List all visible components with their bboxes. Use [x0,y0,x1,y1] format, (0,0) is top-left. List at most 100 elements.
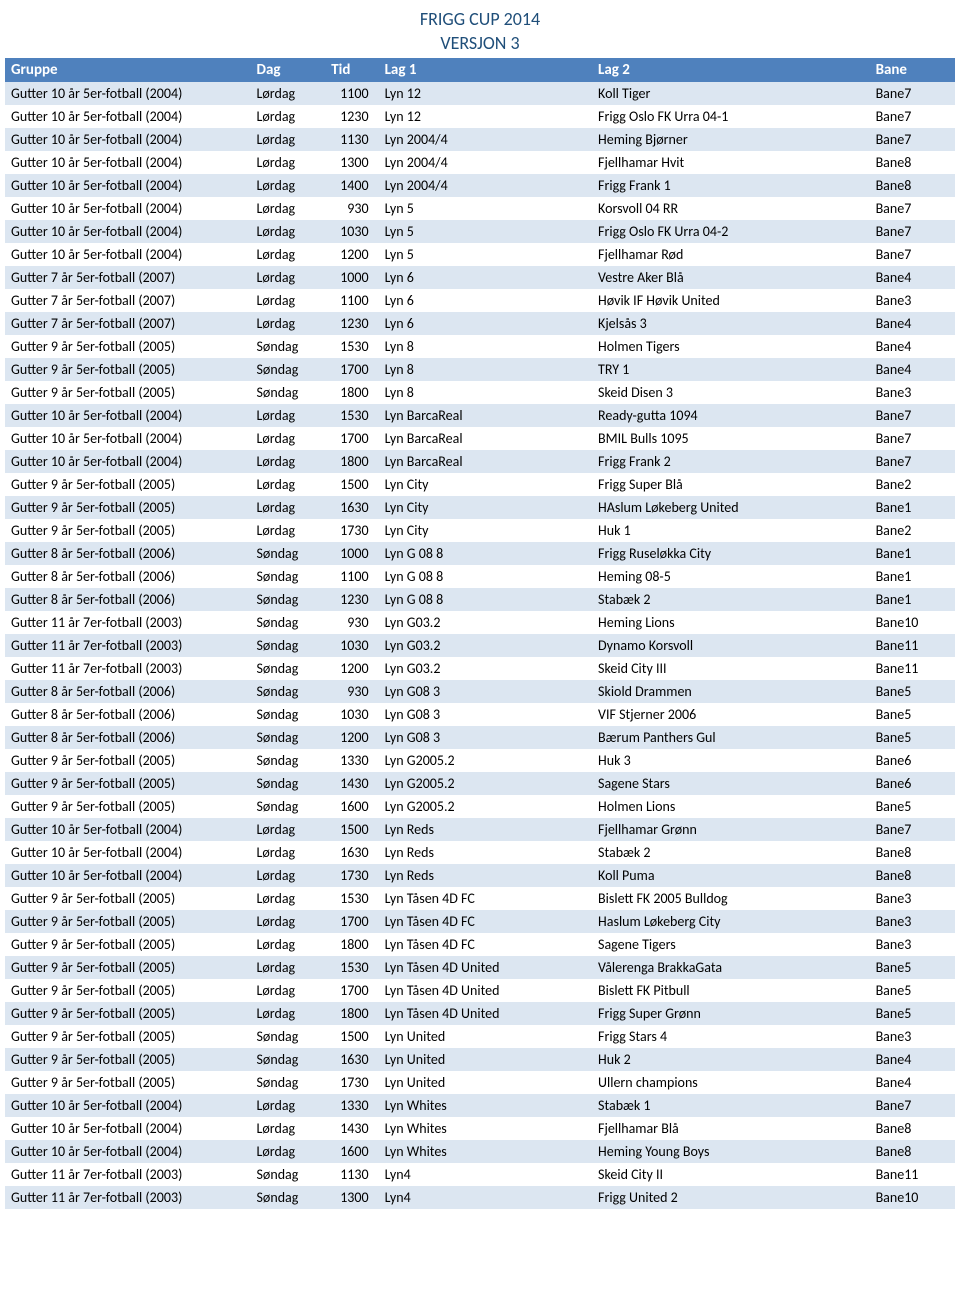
cell-bane: Bane7 [870,82,955,105]
table-row: Gutter 10 år 5er-fotball (2004)Lørdag103… [5,220,955,243]
cell-dag: Søndag [251,657,326,680]
cell-lag2: Dynamo Korsvoll [592,634,870,657]
cell-lag2: BMIL Bulls 1095 [592,427,870,450]
cell-gruppe: Gutter 9 år 5er-fotball (2005) [5,795,251,818]
cell-lag2: Fjellhamar Hvit [592,151,870,174]
table-row: Gutter 10 år 5er-fotball (2004)Lørdag123… [5,105,955,128]
table-row: Gutter 9 år 5er-fotball (2005)Søndag1530… [5,335,955,358]
cell-lag1: Lyn 6 [379,312,592,335]
table-row: Gutter 10 år 5er-fotball (2004)Lørdag130… [5,151,955,174]
cell-tid: 930 [325,611,378,634]
cell-gruppe: Gutter 10 år 5er-fotball (2004) [5,220,251,243]
cell-dag: Lørdag [251,197,326,220]
cell-gruppe: Gutter 10 år 5er-fotball (2004) [5,818,251,841]
cell-gruppe: Gutter 8 år 5er-fotball (2006) [5,565,251,588]
cell-dag: Lørdag [251,1002,326,1025]
cell-lag2: Koll Puma [592,864,870,887]
cell-gruppe: Gutter 8 år 5er-fotball (2006) [5,703,251,726]
table-row: Gutter 10 år 5er-fotball (2004)Lørdag140… [5,174,955,197]
cell-gruppe: Gutter 9 år 5er-fotball (2005) [5,519,251,542]
cell-gruppe: Gutter 10 år 5er-fotball (2004) [5,243,251,266]
cell-dag: Søndag [251,1186,326,1209]
cell-lag1: Lyn G2005.2 [379,772,592,795]
cell-lag2: Heming 08-5 [592,565,870,588]
cell-gruppe: Gutter 10 år 5er-fotball (2004) [5,450,251,473]
cell-lag1: Lyn G08 3 [379,726,592,749]
cell-gruppe: Gutter 10 år 5er-fotball (2004) [5,105,251,128]
table-row: Gutter 9 år 5er-fotball (2005)Søndag1600… [5,795,955,818]
table-row: Gutter 11 år 7er-fotball (2003)Søndag113… [5,1163,955,1186]
cell-dag: Søndag [251,611,326,634]
page-subtitle: VERSJON 3 [0,32,960,54]
cell-tid: 1000 [325,266,378,289]
cell-bane: Bane2 [870,473,955,496]
cell-gruppe: Gutter 9 år 5er-fotball (2005) [5,887,251,910]
cell-lag1: Lyn 5 [379,197,592,220]
cell-gruppe: Gutter 8 år 5er-fotball (2006) [5,542,251,565]
cell-tid: 1530 [325,956,378,979]
cell-lag2: Kjelsås 3 [592,312,870,335]
cell-lag1: Lyn United [379,1048,592,1071]
cell-lag2: Frigg Ruseløkka City [592,542,870,565]
cell-gruppe: Gutter 7 år 5er-fotball (2007) [5,266,251,289]
table-row: Gutter 9 år 5er-fotball (2005)Søndag1430… [5,772,955,795]
table-row: Gutter 9 år 5er-fotball (2005)Søndag1500… [5,1025,955,1048]
cell-lag1: Lyn BarcaReal [379,404,592,427]
cell-dag: Søndag [251,588,326,611]
cell-bane: Bane7 [870,243,955,266]
cell-tid: 1200 [325,726,378,749]
cell-lag2: Fjellhamar Blå [592,1117,870,1140]
cell-lag1: Lyn 5 [379,220,592,243]
cell-bane: Bane10 [870,1186,955,1209]
cell-tid: 1500 [325,473,378,496]
table-row: Gutter 10 år 5er-fotball (2004)Lørdag153… [5,404,955,427]
cell-bane: Bane7 [870,220,955,243]
cell-bane: Bane8 [870,1117,955,1140]
cell-lag2: Høvik IF Høvik United [592,289,870,312]
cell-dag: Søndag [251,749,326,772]
cell-bane: Bane3 [870,887,955,910]
cell-tid: 1430 [325,1117,378,1140]
cell-lag1: Lyn Reds [379,841,592,864]
cell-tid: 1530 [325,887,378,910]
cell-gruppe: Gutter 9 år 5er-fotball (2005) [5,956,251,979]
cell-lag2: Heming Lions [592,611,870,634]
cell-dag: Søndag [251,542,326,565]
cell-lag1: Lyn City [379,519,592,542]
cell-dag: Lørdag [251,105,326,128]
cell-dag: Søndag [251,1071,326,1094]
cell-gruppe: Gutter 8 år 5er-fotball (2006) [5,588,251,611]
cell-lag2: Frigg Frank 1 [592,174,870,197]
cell-dag: Lørdag [251,174,326,197]
cell-dag: Søndag [251,1048,326,1071]
col-bane: Bane [870,58,955,82]
cell-lag2: Vålerenga BrakkaGata [592,956,870,979]
cell-bane: Bane11 [870,657,955,680]
cell-dag: Lørdag [251,956,326,979]
cell-dag: Lørdag [251,128,326,151]
cell-lag1: Lyn Tåsen 4D FC [379,933,592,956]
schedule-table: Gruppe Dag Tid Lag 1 Lag 2 Bane Gutter 1… [5,58,955,1209]
table-row: Gutter 10 år 5er-fotball (2004)Lørdag160… [5,1140,955,1163]
cell-lag2: Skeid Disen 3 [592,381,870,404]
cell-bane: Bane1 [870,588,955,611]
cell-dag: Lørdag [251,427,326,450]
cell-dag: Lørdag [251,1140,326,1163]
table-row: Gutter 9 år 5er-fotball (2005)Lørdag1700… [5,910,955,933]
cell-tid: 1100 [325,565,378,588]
cell-bane: Bane4 [870,335,955,358]
cell-lag1: Lyn Tåsen 4D United [379,956,592,979]
cell-tid: 1530 [325,335,378,358]
table-body: Gutter 10 år 5er-fotball (2004)Lørdag110… [5,82,955,1209]
cell-gruppe: Gutter 8 år 5er-fotball (2006) [5,680,251,703]
table-row: Gutter 10 år 5er-fotball (2004)Lørdag180… [5,450,955,473]
cell-lag1: Lyn Tåsen 4D United [379,979,592,1002]
cell-lag1: Lyn BarcaReal [379,450,592,473]
table-row: Gutter 10 år 5er-fotball (2004)Lørdag173… [5,864,955,887]
cell-bane: Bane5 [870,703,955,726]
cell-bane: Bane8 [870,151,955,174]
cell-dag: Søndag [251,335,326,358]
cell-bane: Bane3 [870,381,955,404]
cell-dag: Lørdag [251,887,326,910]
cell-lag2: Stabæk 2 [592,588,870,611]
